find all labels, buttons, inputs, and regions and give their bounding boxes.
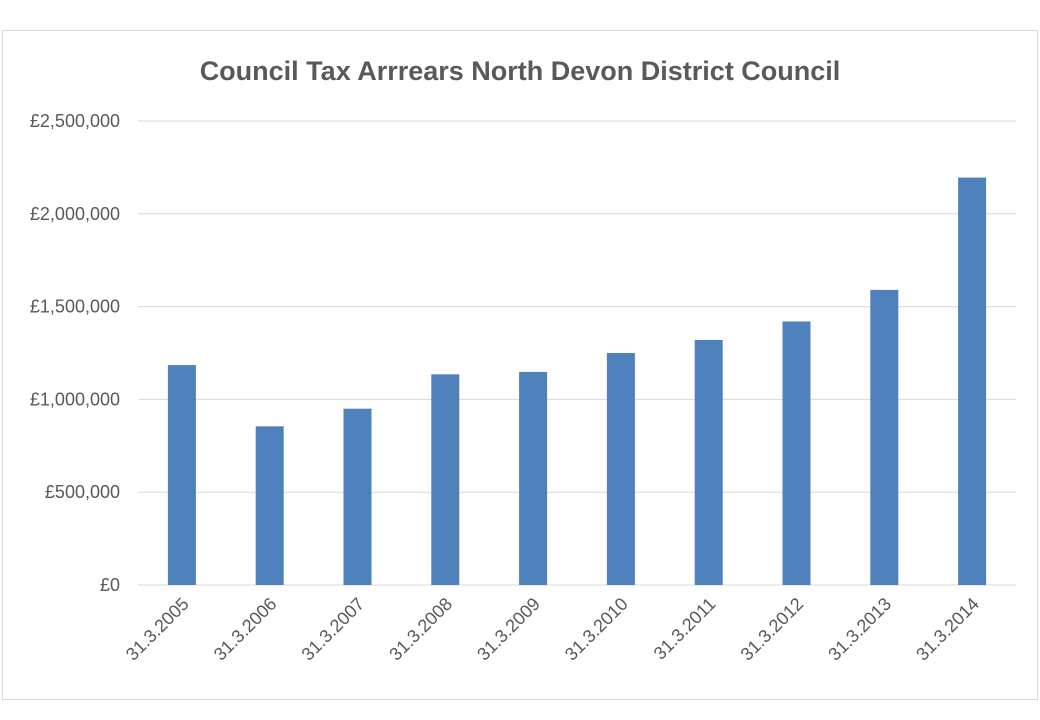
bar xyxy=(255,426,284,585)
bar xyxy=(958,177,987,585)
x-tick-label: 31.3.2014 xyxy=(912,594,983,665)
y-tick-label: £0 xyxy=(100,575,120,595)
y-axis-ticks: £0 £500,000 £1,000,000 £1,500,000 £2,000,000… xyxy=(30,111,120,595)
bars xyxy=(167,177,987,585)
x-tick-label: 31.3.2009 xyxy=(473,594,544,665)
chart-title: Council Tax Arrrears North Devon Distric… xyxy=(200,56,841,86)
x-axis-ticks: 31.3.2005 31.3.2006 31.3.2007 31.3.2008 31.3… xyxy=(122,594,983,665)
chart-frame xyxy=(2,30,1038,700)
y-tick-label: £2,500,000 xyxy=(30,111,120,131)
x-tick-label: 31.3.2007 xyxy=(298,594,369,665)
x-tick-label: 31.3.2012 xyxy=(737,594,808,665)
x-tick-label: 31.3.2010 xyxy=(561,594,632,665)
x-tick-label: 31.3.2006 xyxy=(210,594,281,665)
y-tick-label: £500,000 xyxy=(45,482,120,502)
bar xyxy=(694,340,723,585)
x-tick-label: 31.3.2013 xyxy=(824,594,895,665)
x-tick-label: 31.3.2011 xyxy=(650,594,720,664)
bar xyxy=(343,408,372,585)
x-tick-label: 31.3.2008 xyxy=(385,594,456,665)
x-tick-label: 31.3.2005 xyxy=(122,594,193,665)
bar xyxy=(167,365,196,585)
gridlines xyxy=(138,120,1016,586)
y-tick-label: £1,500,000 xyxy=(30,297,120,317)
y-tick-label: £1,000,000 xyxy=(30,389,120,409)
bar xyxy=(782,321,811,585)
y-tick-label: £2,000,000 xyxy=(30,204,120,224)
bar xyxy=(870,289,899,585)
bar xyxy=(606,353,635,585)
bar xyxy=(431,374,460,585)
bar xyxy=(519,371,548,585)
